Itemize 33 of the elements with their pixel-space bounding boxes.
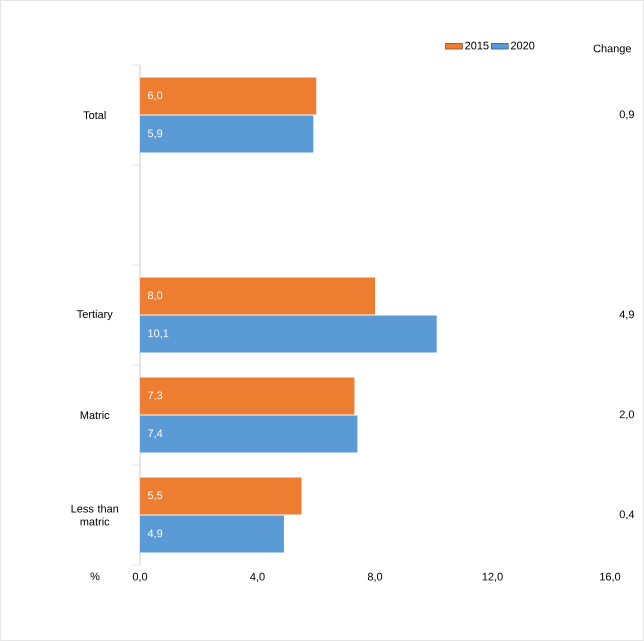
bar [140,516,284,553]
legend-label: 2020 [510,42,534,50]
data-label: 6,0 [148,91,162,101]
data-label: 8,0 [148,291,162,301]
legend-label: 2015 [465,42,489,50]
x-tick-label: 0,0 [132,572,148,582]
y-tick-label: Matric [80,410,110,420]
data-label: 5,9 [148,129,162,139]
text: 2,0 [620,410,634,420]
data-label: 7,4 [148,430,162,438]
y-tick-label: Less than matric [72,504,118,526]
data-label: 7,3 [148,391,162,401]
x-tick-label: 8,0 [368,572,382,582]
data-label: 10,1 [148,329,168,339]
x-tick-label: 12,0 [482,572,503,582]
text: Change [594,44,631,54]
data-label: 4,9 [148,529,162,539]
x-tick-label: 4,0 [250,572,265,582]
text: 0,4 [620,510,634,520]
x-axis-title: % [90,572,100,580]
text: 0,9 [620,110,634,120]
data-label: 5,5 [148,492,162,500]
bar [140,278,375,315]
x-tick-label: 16,0 [600,572,620,582]
y-tick-label: Tertiary [77,310,113,320]
text: 4,9 [620,310,634,320]
bar [140,78,316,115]
bar [140,378,354,415]
bar [140,316,437,353]
y-tick-label: Total [83,110,106,120]
bar [140,416,358,453]
bar [140,478,302,515]
bar [140,116,314,153]
